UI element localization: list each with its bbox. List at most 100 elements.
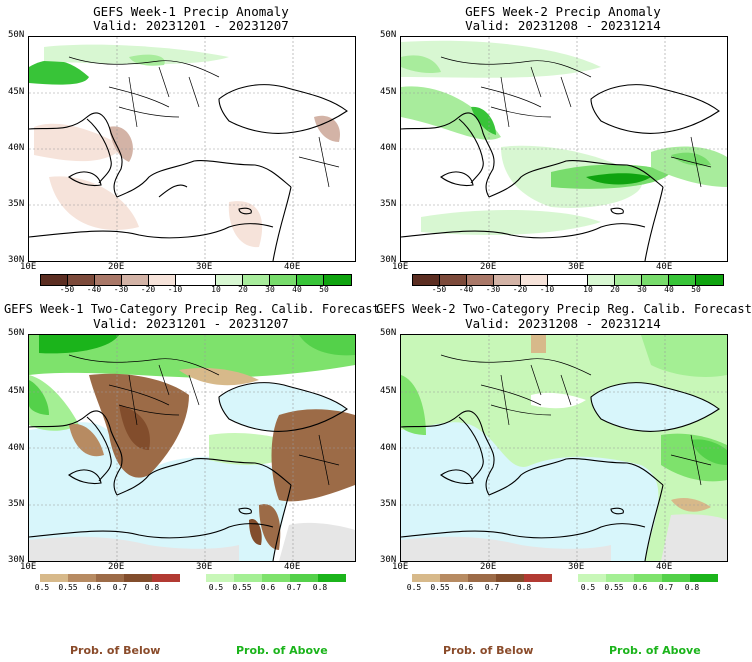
probability-map xyxy=(400,334,728,562)
panel-title: GEFS Week-1 Precip Anomaly xyxy=(93,4,289,19)
lat-label: 40N xyxy=(8,443,25,453)
prob-above-north xyxy=(29,335,355,378)
colorbar-label: 0.5 xyxy=(34,583,50,592)
coastlines xyxy=(401,382,720,561)
colorbar-swatch xyxy=(68,275,95,285)
legend-prob-below: Prob. of Below xyxy=(443,644,534,657)
panel-valid-date: Valid: 20231201 - 20231207 xyxy=(93,18,289,33)
colorbar-swatch xyxy=(524,574,552,582)
colorbar-label: 20 xyxy=(238,285,248,294)
lon-label: 20E xyxy=(480,562,497,572)
above-colorbar xyxy=(578,574,718,582)
colorbar-label: 0.8 xyxy=(684,583,700,592)
colorbar-swatch xyxy=(696,275,723,285)
anomaly-wet-adriatic-core xyxy=(471,106,496,135)
colorbar-label: 40 xyxy=(664,285,674,294)
colorbar-label: 50 xyxy=(319,285,329,294)
grid-lines xyxy=(401,335,727,561)
colorbar-label: 30 xyxy=(265,285,275,294)
lat-label: 30N xyxy=(8,555,25,565)
anomaly-colorbar xyxy=(412,274,724,286)
lon-label: 20E xyxy=(108,262,125,272)
colorbar-swatch xyxy=(690,574,718,582)
anomaly-wet-alps xyxy=(401,55,441,74)
anomaly-wet-east xyxy=(651,146,727,187)
map-svg xyxy=(29,37,355,261)
prob-above-east xyxy=(641,335,727,377)
colorbar-swatch xyxy=(578,574,606,582)
colorbar-swatch xyxy=(149,275,176,285)
colorbar-swatch xyxy=(206,574,234,582)
colorbar-label: -50 xyxy=(431,285,447,294)
lon-label: 30E xyxy=(196,262,213,272)
anomaly-dry-balkan xyxy=(109,126,133,162)
precip-anomaly-map xyxy=(400,36,728,262)
colorbar-swatch xyxy=(95,275,122,285)
lon-label: 40E xyxy=(656,262,673,272)
lat-label: 35N xyxy=(8,499,25,509)
colorbar-label: 0.5 xyxy=(208,583,224,592)
colorbar-label: -40 xyxy=(458,285,474,294)
colorbar-label: 0.55 xyxy=(58,583,78,592)
colorbar-label: -30 xyxy=(485,285,501,294)
gray-land-arabia xyxy=(279,522,355,561)
colorbar-swatch xyxy=(494,275,521,285)
colorbar-swatch xyxy=(642,275,669,285)
colorbar-swatch xyxy=(40,574,68,582)
panel-valid-date: Valid: 20231201 - 20231207 xyxy=(93,316,289,331)
anomaly-wet-east-core xyxy=(671,152,711,166)
colorbar-swatch xyxy=(270,275,297,285)
lon-label: 10E xyxy=(20,562,37,572)
colorbar-swatch xyxy=(324,275,351,285)
map-svg xyxy=(401,335,727,561)
colorbar-label: -40 xyxy=(86,285,102,294)
lat-label: 30N xyxy=(8,255,25,265)
lat-label: 40N xyxy=(380,443,397,453)
colorbar-label: 10 xyxy=(583,285,593,294)
anomaly-dry-caucasus xyxy=(314,115,340,142)
anomaly-wet-adriatic xyxy=(401,86,501,140)
white-land xyxy=(531,392,586,409)
colorbar-swatch xyxy=(290,574,318,582)
lat-label: 45N xyxy=(380,87,397,97)
lat-label: 45N xyxy=(8,87,25,97)
colorbar-label: 0.6 xyxy=(632,583,648,592)
colorbar-swatch xyxy=(521,275,548,285)
anomaly-wet-south xyxy=(421,210,601,235)
colorbar-label: 0.5 xyxy=(406,583,422,592)
panel-valid-date: Valid: 20231208 - 20231214 xyxy=(465,18,661,33)
map-svg xyxy=(29,335,355,561)
colorbar-label: 0.55 xyxy=(604,583,624,592)
colorbar-swatch xyxy=(467,275,494,285)
colorbar-label: 0.5 xyxy=(580,583,596,592)
colorbar-label: 0.6 xyxy=(260,583,276,592)
colorbar-swatch xyxy=(216,275,243,285)
prob-below-north xyxy=(531,335,546,353)
colorbar-label: 0.8 xyxy=(516,583,532,592)
colorbar-swatch xyxy=(318,574,346,582)
colorbar-label: 0.7 xyxy=(286,583,302,592)
lon-label: 40E xyxy=(656,562,673,572)
colorbar-swatch xyxy=(662,574,690,582)
colorbar-label: -50 xyxy=(59,285,75,294)
black-sea xyxy=(591,382,719,432)
lon-label: 20E xyxy=(480,262,497,272)
colorbar-label: 0.55 xyxy=(232,583,252,592)
prob-below-south-strong xyxy=(249,519,262,545)
prob-below-east xyxy=(271,409,355,502)
colorbar-label: 0.8 xyxy=(312,583,328,592)
lon-label: 30E xyxy=(568,562,585,572)
probability-map xyxy=(28,334,356,562)
lat-label: 40N xyxy=(8,143,25,153)
colorbar-swatch xyxy=(122,275,149,285)
colorbar-swatch xyxy=(243,275,270,285)
panel-week2-anomaly: GEFS Week-2 Precip Anomaly Valid: 202312… xyxy=(376,0,752,295)
lat-label: 50N xyxy=(8,30,25,40)
lon-label: 10E xyxy=(392,262,409,272)
colorbar-label: 50 xyxy=(691,285,701,294)
anomaly-wet-north2 xyxy=(129,54,165,66)
gray-land-africa xyxy=(29,536,239,561)
prob-above-north-strong2 xyxy=(299,335,355,356)
colorbar-swatch xyxy=(234,574,262,582)
colorbar-label: 0.8 xyxy=(144,583,160,592)
